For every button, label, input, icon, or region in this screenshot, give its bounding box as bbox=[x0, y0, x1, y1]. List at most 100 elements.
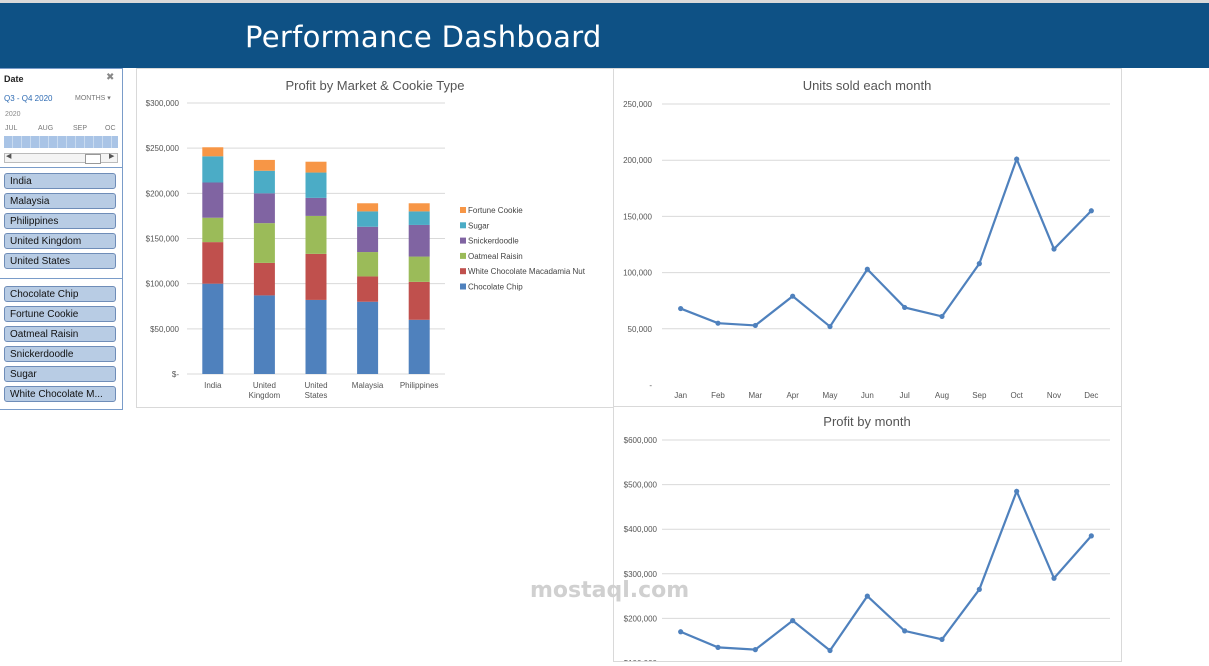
bar-segment bbox=[305, 253, 327, 300]
legend-label: Snickerdoodle bbox=[468, 237, 519, 246]
bar-segment bbox=[202, 283, 224, 374]
slicer-item-chocolate-chip[interactable]: Chocolate Chip bbox=[4, 286, 116, 302]
data-point bbox=[976, 261, 982, 267]
bar-segment bbox=[253, 159, 275, 171]
data-point bbox=[976, 586, 982, 593]
slicer-item-malaysia[interactable]: Malaysia bbox=[4, 193, 116, 209]
bar-segment bbox=[357, 301, 379, 374]
bar-segment bbox=[408, 211, 430, 225]
timeline-month: OC bbox=[105, 125, 116, 132]
legend-swatch bbox=[460, 237, 466, 244]
bar-segment bbox=[408, 319, 430, 374]
sheet-grid-strip bbox=[0, 0, 1209, 3]
data-point bbox=[1088, 208, 1094, 214]
timeline-period-label: MONTHS bbox=[75, 95, 106, 102]
chart-title: Profit by month bbox=[823, 414, 910, 429]
bar-segment bbox=[253, 223, 275, 263]
profit-by-market-chart[interactable]: Profit by Market & Cookie Type $- $50,000 $… bbox=[136, 68, 615, 408]
y-tick-label: $- bbox=[172, 370, 179, 379]
x-tick-label: Mar bbox=[748, 391, 762, 400]
data-point bbox=[827, 647, 833, 654]
profit-by-month-chart[interactable]: Profit by month $100,000 $200,000 $300,000 $… bbox=[613, 406, 1122, 666]
bar-segment bbox=[357, 276, 379, 302]
legend-swatch bbox=[460, 222, 466, 229]
units-sold-chart[interactable]: Units sold each month - 50,000 100,000 150,0… bbox=[613, 68, 1122, 408]
bar-segment bbox=[305, 215, 327, 254]
bar-segment bbox=[253, 295, 275, 374]
slicer-item-snickerdoodle[interactable]: Snickerdoodle bbox=[4, 346, 116, 362]
legend-label: White Chocolate Macadamia Nut bbox=[468, 267, 586, 276]
data-point bbox=[939, 313, 945, 320]
slicer-item-sugar[interactable]: Sugar bbox=[4, 366, 116, 382]
data-point bbox=[939, 636, 945, 642]
data-point bbox=[790, 618, 796, 624]
y-tick-label: $300,000 bbox=[624, 570, 658, 579]
date-timeline-slicer[interactable]: Date ✖ Q3 - Q4 2020 MONTHS ▾ 2020 JUL AU… bbox=[0, 69, 122, 168]
x-tick-label: Aug bbox=[935, 391, 949, 400]
data-point bbox=[678, 305, 684, 312]
legend-label: Fortune Cookie bbox=[468, 206, 523, 215]
y-tick-label: $400,000 bbox=[624, 525, 658, 534]
slicer-item-united-kingdom[interactable]: United Kingdom bbox=[4, 233, 116, 249]
bar-segment bbox=[253, 170, 275, 194]
slicer-item-united-states[interactable]: United States bbox=[4, 253, 116, 269]
x-tick-label: Jun bbox=[861, 391, 874, 400]
watermark-text: mostaql.com bbox=[530, 578, 690, 603]
bar-segment bbox=[253, 193, 275, 224]
data-point bbox=[1051, 246, 1057, 252]
bar-segment bbox=[202, 182, 224, 218]
x-tick-label: United States bbox=[304, 381, 327, 400]
bar-segment bbox=[202, 242, 224, 284]
bar-segment bbox=[408, 281, 430, 320]
data-line bbox=[680, 488, 1093, 653]
legend-label: Oatmeal Raisin bbox=[468, 252, 523, 261]
y-tick-label: $300,000 bbox=[146, 99, 180, 108]
slicer-item-white-chocolate[interactable]: White Chocolate M... bbox=[4, 386, 116, 402]
chart-title: Profit by Market & Cookie Type bbox=[286, 78, 465, 93]
bar-segment bbox=[408, 203, 430, 212]
cookie-slicer: Chocolate Chip Fortune Cookie Oatmeal Ra… bbox=[4, 286, 116, 406]
x-tick-label: Jan bbox=[674, 391, 687, 400]
chevron-down-icon: ▾ bbox=[107, 95, 111, 102]
slicer-item-india[interactable]: India bbox=[4, 173, 116, 189]
scroll-right-icon[interactable]: ▶ bbox=[109, 153, 115, 160]
slicer-item-oatmeal-raisin[interactable]: Oatmeal Raisin bbox=[4, 326, 116, 342]
data-point bbox=[1014, 488, 1020, 494]
y-tick-label: 200,000 bbox=[623, 156, 652, 165]
profit-by-market-svg: Profit by Market & Cookie Type $- $50,000 $… bbox=[146, 78, 586, 400]
data-point bbox=[715, 320, 721, 326]
legend-label: Chocolate Chip bbox=[468, 283, 523, 292]
bar-segment bbox=[202, 217, 224, 243]
clear-filter-icon[interactable]: ✖ bbox=[106, 72, 115, 83]
bar-segment bbox=[357, 226, 379, 253]
timeline-scrollbar[interactable]: ◀ ▶ bbox=[4, 153, 118, 164]
data-point bbox=[790, 293, 796, 299]
timeline-scroll-thumb[interactable] bbox=[85, 154, 101, 164]
y-tick-label: 150,000 bbox=[623, 212, 652, 221]
y-tick-label: $200,000 bbox=[624, 614, 658, 623]
bar-segment bbox=[305, 299, 327, 374]
timeline-title: Date bbox=[4, 74, 24, 84]
x-tick-label: Sep bbox=[972, 391, 987, 400]
y-tick-label: 250,000 bbox=[623, 100, 652, 109]
slicer-item-philippines[interactable]: Philippines bbox=[4, 213, 116, 229]
chart-title: Units sold each month bbox=[803, 78, 932, 93]
x-tick-label: Oct bbox=[1010, 391, 1023, 400]
timeline-selection-bar[interactable] bbox=[4, 136, 118, 148]
slicer-item-fortune-cookie[interactable]: Fortune Cookie bbox=[4, 306, 116, 322]
x-tick-label: United Kingdom bbox=[249, 381, 281, 400]
bar-segment bbox=[202, 147, 224, 157]
data-point bbox=[902, 304, 908, 311]
x-tick-label: Malaysia bbox=[352, 381, 384, 390]
timeline-period-select[interactable]: MONTHS ▾ bbox=[75, 94, 111, 102]
scroll-left-icon[interactable]: ◀ bbox=[6, 153, 12, 160]
data-point bbox=[715, 644, 721, 650]
bar-segment bbox=[305, 161, 327, 173]
dashboard-header: Performance Dashboard bbox=[0, 0, 1209, 68]
bar-segment bbox=[408, 256, 430, 282]
timeline-range: Q3 - Q4 2020 bbox=[4, 94, 53, 103]
market-slicer: India Malaysia Philippines United Kingdo… bbox=[4, 173, 116, 273]
data-point bbox=[1014, 156, 1020, 162]
data-point bbox=[827, 323, 833, 330]
x-tick-label: May bbox=[822, 391, 837, 400]
